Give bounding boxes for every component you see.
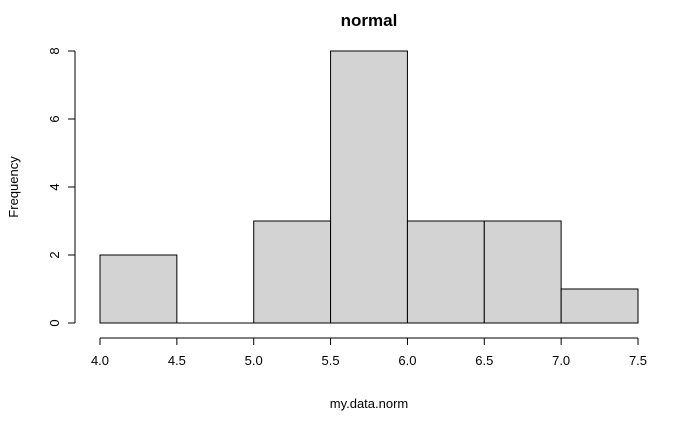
x-tick-label-5: 6.5 <box>475 353 493 368</box>
histogram-bar-2 <box>253 220 332 324</box>
x-tick-label-3: 5.5 <box>322 353 340 368</box>
y-axis: 0 2 4 6 8 <box>47 47 76 327</box>
x-tick-label-6: 7.0 <box>552 353 570 368</box>
histogram-bar-3 <box>330 50 408 324</box>
x-tick-label-2: 5.0 <box>245 353 263 368</box>
y-tick-label-4: 8 <box>47 47 62 54</box>
histogram-bar-6 <box>560 288 639 324</box>
x-axis: 4.0 4.5 5.0 5.5 6.0 6.5 7.0 7.5 <box>91 337 647 368</box>
histogram-bar-5 <box>483 220 562 324</box>
histogram-bar-0 <box>99 254 178 324</box>
x-tick-label-7: 7.5 <box>629 353 647 368</box>
y-tick-label-1: 2 <box>47 251 62 258</box>
x-tick-label-4: 6.0 <box>398 353 416 368</box>
y-tick-label-0: 0 <box>47 319 62 326</box>
x-tick-label-1: 4.5 <box>168 353 186 368</box>
y-tick-label-2: 4 <box>47 183 62 190</box>
x-tick-label-0: 4.0 <box>91 353 109 368</box>
histogram-bars <box>99 50 639 324</box>
histogram-bar-4 <box>406 220 485 324</box>
y-axis-title: Frequency <box>6 156 21 218</box>
chart-title: normal <box>341 11 398 30</box>
y-tick-label-3: 6 <box>47 115 62 122</box>
x-axis-title: my.data.norm <box>330 396 409 411</box>
